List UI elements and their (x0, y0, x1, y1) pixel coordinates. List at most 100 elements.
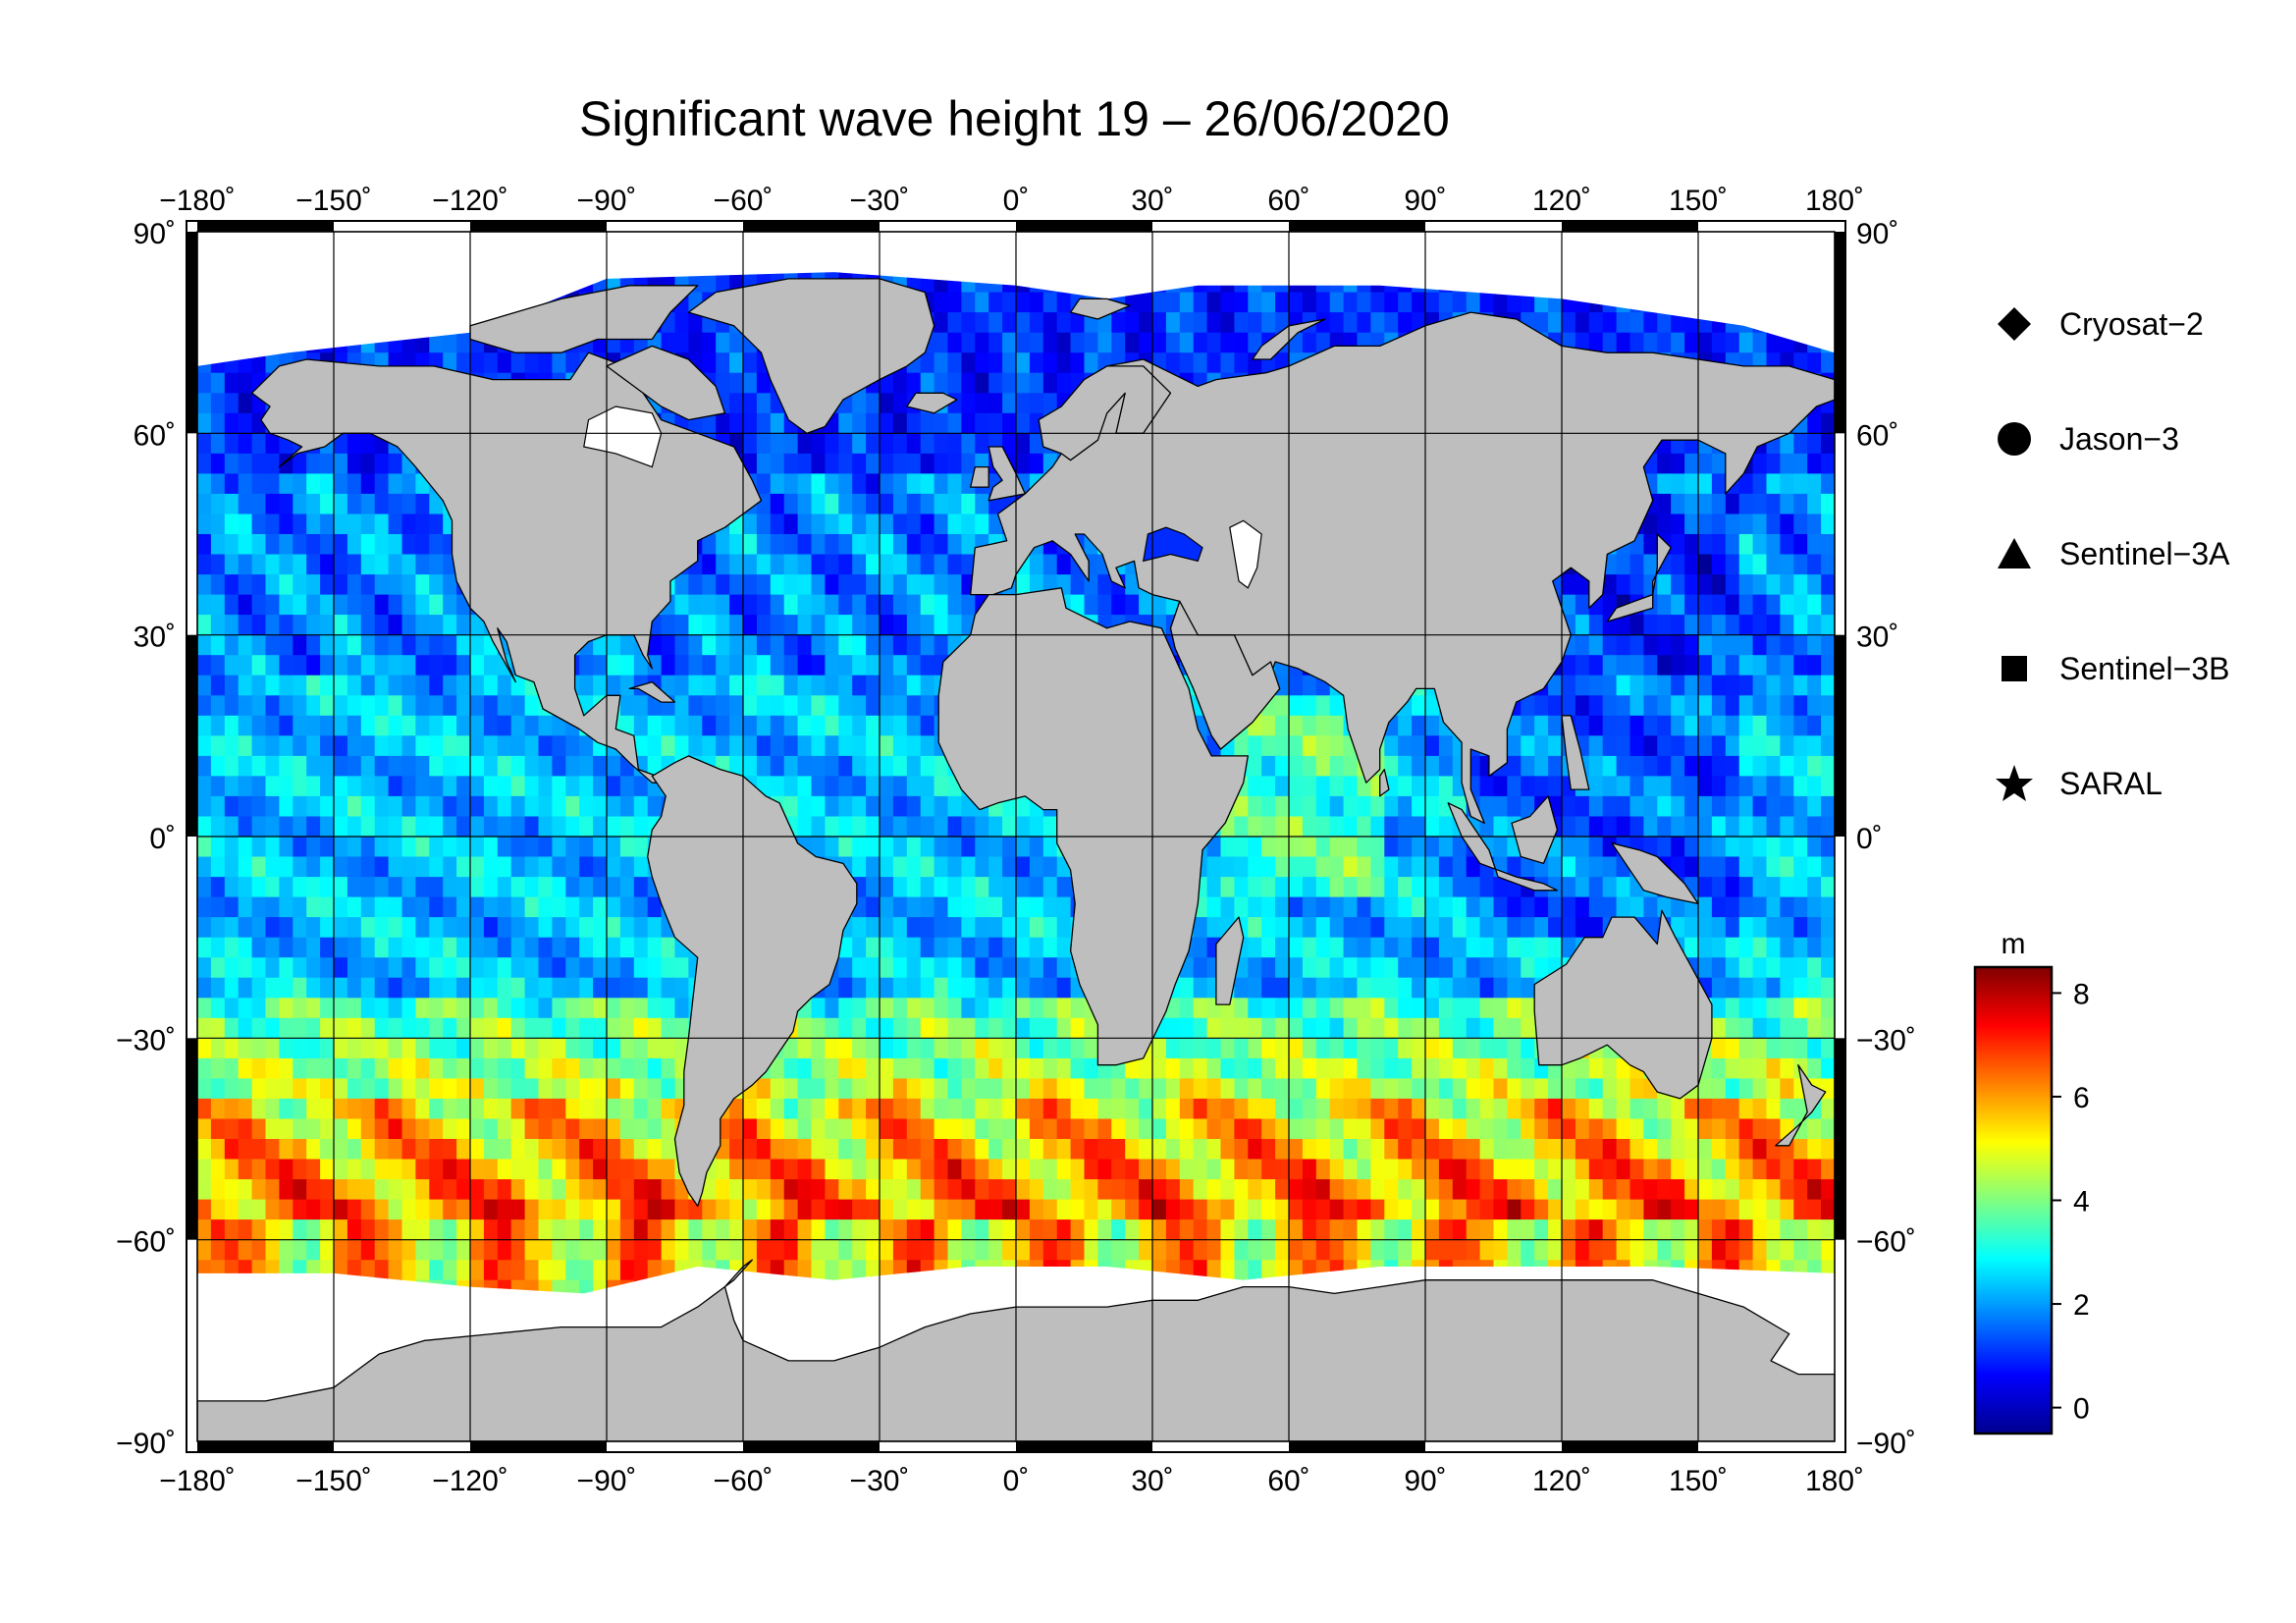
wave-height-cell (1466, 1057, 1481, 1080)
wave-height-cell (1657, 837, 1672, 858)
wave-height-cell (866, 1078, 881, 1100)
wave-height-cell (1602, 1057, 1618, 1080)
wave-height-cell (1275, 837, 1290, 858)
wave-height-cell (947, 816, 963, 838)
wave-height-cell (852, 998, 867, 1019)
wave-height-cell (552, 877, 567, 898)
wave-height-cell (1029, 896, 1044, 918)
wave-height-cell (1725, 795, 1740, 818)
wave-height-cell (797, 1098, 813, 1120)
wave-height-cell (920, 957, 935, 979)
wave-height-cell (988, 1078, 1003, 1100)
wave-height-cell (1302, 998, 1317, 1019)
wave-height-cell (1780, 615, 1795, 636)
wave-height-cell (743, 675, 758, 696)
wave-height-cell (1002, 998, 1017, 1019)
wave-height-cell (1261, 715, 1276, 737)
wave-height-cell (1575, 837, 1590, 858)
wave-height-cell (1821, 412, 1835, 435)
wave-height-cell (579, 957, 594, 979)
wave-height-cell (374, 534, 390, 556)
wave-height-cell (1016, 917, 1031, 939)
wave-height-cell (729, 675, 744, 696)
wave-height-cell (210, 856, 226, 878)
wave-height-cell (1629, 675, 1645, 696)
wave-height-cell (1793, 896, 1808, 918)
wave-height-cell (892, 372, 908, 394)
wave-height-cell (1807, 816, 1822, 838)
wave-height-cell (265, 453, 281, 475)
wave-height-cell (783, 514, 799, 535)
wave-height-cell (811, 615, 827, 636)
wave-height-cell (538, 977, 554, 999)
wave-height-cell (279, 998, 294, 1019)
wave-height-cell (1029, 453, 1044, 475)
wave-height-cell (1452, 1057, 1468, 1080)
wave-height-cell (947, 453, 963, 475)
wave-height-cell (633, 1078, 649, 1100)
wave-height-cell (443, 675, 457, 696)
wave-height-cell (947, 534, 963, 556)
wave-height-cell (1139, 594, 1153, 616)
wave-height-cell (1029, 554, 1044, 575)
wave-height-cell (619, 998, 635, 1019)
wave-height-cell (920, 675, 935, 696)
wave-height-cell (1643, 554, 1659, 575)
wave-height-cell (880, 1078, 894, 1100)
wave-height-cell (906, 594, 922, 616)
wave-height-cell (579, 856, 594, 878)
wave-height-cell (852, 715, 867, 737)
wave-height-cell (306, 1017, 321, 1040)
wave-height-cell (1698, 816, 1713, 838)
wave-height-cell (429, 615, 444, 636)
wave-height-cell (238, 755, 253, 778)
wave-height-cell (279, 554, 294, 575)
wave-height-cell (661, 1078, 676, 1100)
wave-height-cell (1275, 957, 1290, 979)
wave-height-cell (1016, 856, 1031, 878)
wave-height-cell (593, 917, 608, 939)
wave-height-cell (1575, 655, 1590, 676)
wave-height-cell (716, 272, 730, 294)
wave-height-cell (1070, 998, 1086, 1019)
wave-height-cell (210, 957, 226, 979)
wave-height-cell (429, 877, 444, 898)
wave-height-cell (1302, 837, 1317, 858)
wave-height-cell (360, 634, 376, 656)
wave-height-cell (1521, 776, 1535, 797)
wave-height-cell (1711, 695, 1727, 717)
wave-height-cell (1521, 896, 1535, 918)
wave-height-cell (1752, 695, 1768, 717)
wave-height-cell (702, 615, 717, 636)
wave-height-cell (947, 615, 963, 636)
wave-height-cell (770, 655, 785, 676)
wave-height-cell (661, 1038, 676, 1059)
wave-height-cell (906, 372, 922, 394)
wave-height-cell (1329, 776, 1345, 797)
wave-height-cell (1821, 896, 1835, 918)
wave-height-cell (920, 695, 935, 717)
wave-height-cell (1452, 1017, 1468, 1040)
wave-height-cell (619, 856, 635, 878)
wave-height-cell (1343, 998, 1359, 1019)
wave-height-cell (306, 534, 321, 556)
wave-height-cell (1315, 1038, 1331, 1059)
wave-height-cell (388, 473, 403, 495)
wave-height-cell (1261, 957, 1276, 979)
wave-height-cell (988, 998, 1003, 1019)
wave-height-cell (401, 594, 417, 616)
wave-height-cell (1711, 715, 1727, 737)
wave-height-cell (934, 574, 949, 596)
wave-height-cell (920, 473, 935, 495)
wave-height-cell (415, 1057, 431, 1080)
wave-height-cell (483, 1078, 499, 1100)
wave-height-cell (1165, 1057, 1181, 1080)
wave-height-cell (1056, 352, 1072, 374)
wave-height-cell (374, 977, 390, 999)
wave-height-cell (1725, 896, 1740, 918)
wave-height-cell (1029, 1098, 1044, 1120)
wave-height-cell (770, 695, 785, 717)
wave-height-cell (1766, 493, 1782, 515)
wave-height-cell (988, 332, 1003, 353)
wave-height-cell (1725, 1078, 1740, 1100)
